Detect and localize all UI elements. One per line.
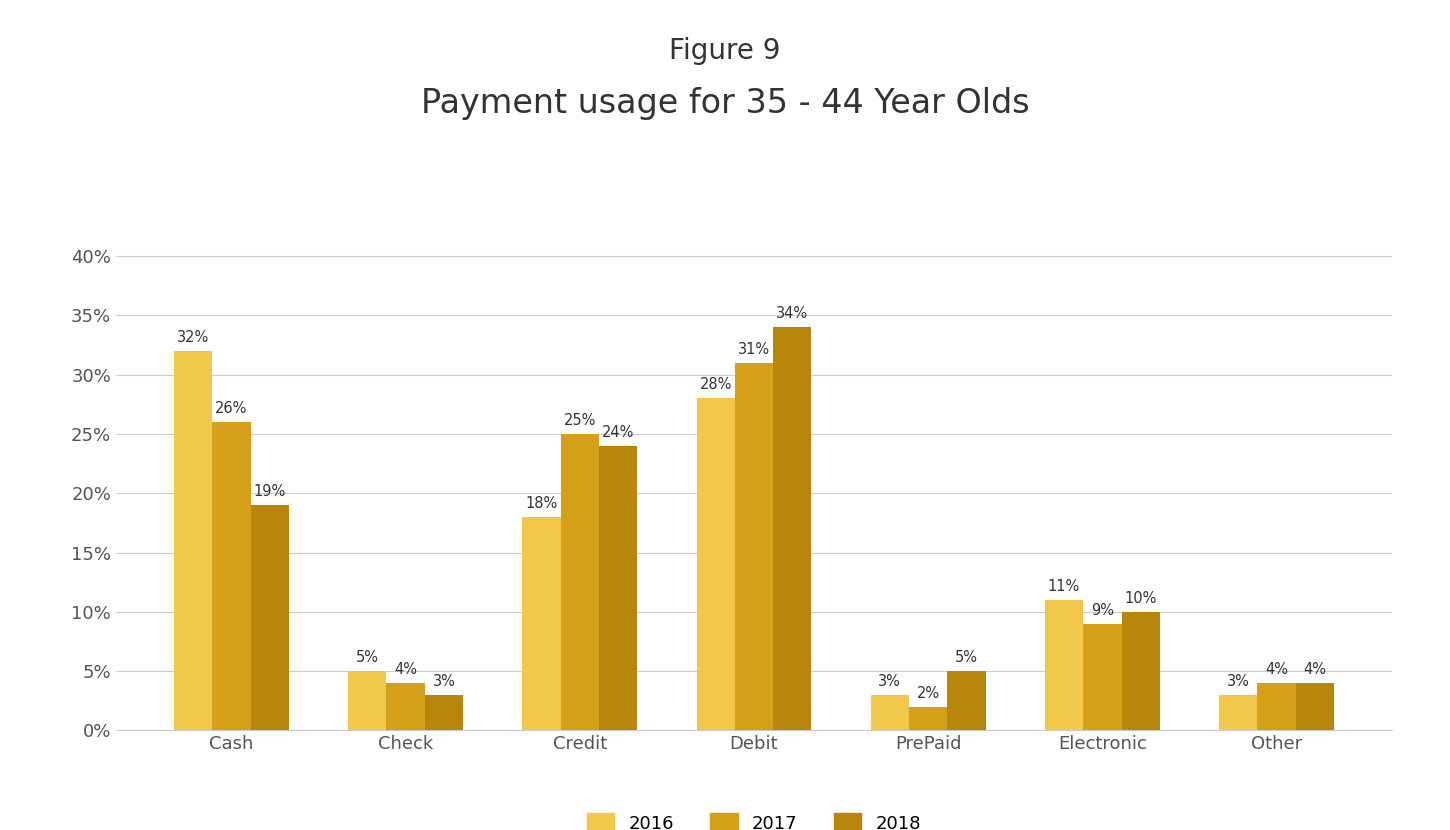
Bar [947,671,986,730]
Text: 32%: 32% [177,330,209,345]
Text: 2%: 2% [916,686,940,701]
Text: 26%: 26% [215,401,248,416]
Bar [696,398,735,730]
Text: 31%: 31% [738,342,770,357]
Text: 28%: 28% [699,378,732,393]
Bar [599,446,638,730]
Text: 34%: 34% [776,306,809,321]
Text: 3%: 3% [432,674,455,689]
Bar [1045,600,1083,730]
Bar [251,505,289,730]
Text: 4%: 4% [1304,662,1327,677]
Text: 3%: 3% [879,674,902,689]
Text: 3%: 3% [1227,674,1250,689]
Text: 11%: 11% [1048,579,1080,594]
Bar [387,683,425,730]
Text: 9%: 9% [1090,603,1114,618]
Text: 19%: 19% [254,484,286,499]
Bar [735,363,773,730]
Bar [212,422,251,730]
Bar [561,434,599,730]
Bar [522,517,561,730]
Bar [1296,683,1334,730]
Text: 4%: 4% [1264,662,1288,677]
Text: 18%: 18% [525,496,558,511]
Text: 24%: 24% [602,425,634,440]
Text: 25%: 25% [564,413,596,428]
Bar [1257,683,1296,730]
Bar [909,706,947,730]
Bar [174,351,212,730]
Text: 4%: 4% [394,662,418,677]
Legend: 2016, 2017, 2018: 2016, 2017, 2018 [579,804,929,830]
Text: 5%: 5% [956,650,977,665]
Bar [425,695,463,730]
Bar [348,671,387,730]
Bar [870,695,909,730]
Text: 5%: 5% [355,650,378,665]
Text: Figure 9: Figure 9 [670,37,780,66]
Bar [1083,623,1121,730]
Bar [773,327,812,730]
Bar [1219,695,1257,730]
Bar [1121,612,1160,730]
Text: Payment usage for 35 - 44 Year Olds: Payment usage for 35 - 44 Year Olds [420,87,1030,120]
Text: 10%: 10% [1125,591,1157,606]
